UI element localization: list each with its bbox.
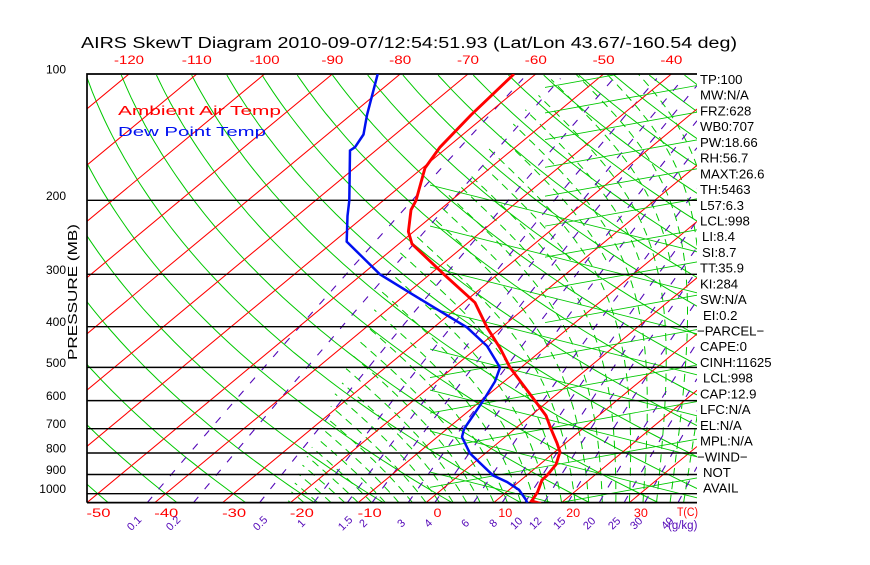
svg-text:10: 10 [498,508,512,520]
svg-text:30: 30 [634,508,648,520]
svg-text:600: 600 [46,389,66,403]
svg-text:RH:56.7: RH:56.7 [700,151,748,166]
svg-text:-50: -50 [593,55,615,67]
svg-text:-30: -30 [222,508,246,520]
svg-text:WB0:707: WB0:707 [700,119,754,134]
svg-text:AVAIL: AVAIL [703,481,738,496]
svg-text:-60: -60 [525,55,547,67]
svg-text:-80: -80 [389,55,411,67]
svg-text:-10: -10 [358,508,382,520]
svg-text:-50: -50 [87,508,111,520]
svg-text:AIRS SkewT Diagram 2010-09-07/: AIRS SkewT Diagram 2010-09-07/12:54:51.9… [81,35,737,52]
svg-text:LCL:998: LCL:998 [700,214,750,229]
svg-text:LFC:N/A: LFC:N/A [700,402,751,417]
svg-text:20: 20 [566,508,580,520]
svg-text:-110: -110 [182,55,212,67]
svg-text:MPL:N/A: MPL:N/A [700,434,753,449]
svg-text:-70: -70 [457,55,479,67]
svg-text:SW:N/A: SW:N/A [700,292,747,307]
svg-text:LI:8.4: LI:8.4 [702,229,735,244]
svg-text:900: 900 [46,463,66,477]
svg-text:-40: -40 [660,55,682,67]
svg-text:SI:8.7: SI:8.7 [702,245,736,260]
svg-text:(g/kg): (g/kg) [668,520,698,532]
svg-text:-90: -90 [321,55,343,67]
svg-text:200: 200 [46,189,66,203]
svg-text:CINH:11625: CINH:11625 [700,355,772,370]
svg-text:CAPE:0: CAPE:0 [700,339,747,354]
svg-text:400: 400 [46,315,66,329]
svg-text:L57:6.3: L57:6.3 [700,198,744,213]
svg-text:Ambient Air Temp: Ambient Air Temp [118,103,281,118]
svg-text:PW:18.66: PW:18.66 [700,135,758,150]
svg-text:TP:100: TP:100 [700,72,743,87]
svg-text:0: 0 [434,508,442,520]
svg-text:-120: -120 [114,55,144,67]
svg-text:100: 100 [46,63,66,77]
svg-text:EI:0.2: EI:0.2 [703,308,737,323]
svg-text:T(C): T(C) [677,507,698,519]
svg-text:MAXT:26.6: MAXT:26.6 [700,166,765,181]
svg-text:800: 800 [46,442,66,456]
svg-text:Dew Point Temp: Dew Point Temp [118,124,266,139]
svg-text:KI:284: KI:284 [700,276,738,291]
svg-text:NOT: NOT [703,465,731,480]
svg-text:CAP:12.9: CAP:12.9 [700,386,756,401]
svg-text:−PARCEL−: −PARCEL− [697,324,764,339]
svg-text:EL:N/A: EL:N/A [700,418,742,433]
svg-text:TT:35.9: TT:35.9 [700,261,744,276]
svg-text:500: 500 [46,356,66,370]
svg-text:-20: -20 [290,508,314,520]
svg-text:LCL:998: LCL:998 [703,371,753,386]
svg-text:PRESSURE (MB): PRESSURE (MB) [65,224,80,360]
svg-text:-100: -100 [250,55,280,67]
svg-text:700: 700 [46,417,66,431]
svg-text:FRZ:628: FRZ:628 [700,103,751,118]
svg-text:−WIND−: −WIND− [697,449,748,464]
svg-text:TH:5463: TH:5463 [700,182,751,197]
svg-text:1000: 1000 [39,482,66,496]
svg-text:300: 300 [46,263,66,277]
svg-text:MW:N/A: MW:N/A [700,88,749,103]
svg-text:-40: -40 [154,508,178,520]
